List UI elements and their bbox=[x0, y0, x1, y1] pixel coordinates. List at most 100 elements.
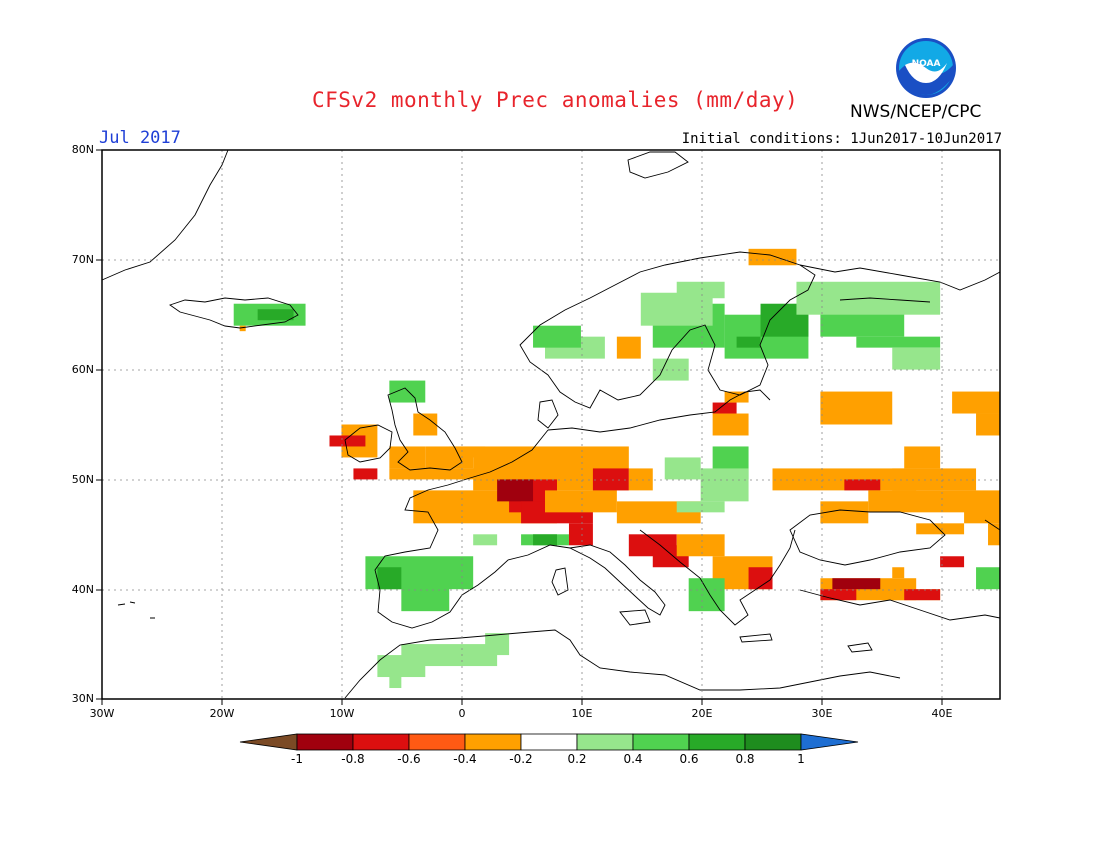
anomaly-cell bbox=[497, 479, 534, 502]
organization-label: NWS/NCEP/CPC bbox=[850, 102, 982, 122]
anomaly-cell bbox=[389, 468, 510, 480]
anomaly-cell bbox=[329, 435, 366, 447]
anomaly-cell bbox=[353, 468, 378, 480]
anomaly-cell bbox=[820, 589, 857, 601]
lat-label-40n: 40N bbox=[71, 583, 94, 596]
anomaly-cell bbox=[473, 534, 498, 546]
lon-label-10w: 10W bbox=[329, 707, 355, 720]
noaa-logo-text: NOAA bbox=[912, 59, 941, 69]
colorbar-bin bbox=[632, 733, 690, 751]
lon-label-0: 0 bbox=[458, 707, 466, 720]
lon-label-30w: 30W bbox=[89, 707, 115, 720]
anomaly-cell bbox=[748, 248, 797, 266]
colorbar-label: -1 bbox=[291, 752, 303, 766]
anomaly-cell bbox=[856, 336, 941, 348]
anomaly-cell bbox=[652, 358, 689, 381]
anomaly-cell bbox=[616, 336, 641, 359]
anomaly-cell bbox=[257, 309, 294, 321]
lat-label-80n: 80N bbox=[71, 143, 94, 156]
colorbar-label: -0.4 bbox=[453, 752, 477, 766]
anomaly-cell bbox=[832, 578, 881, 590]
anomaly-cell bbox=[568, 523, 593, 546]
anomaly-cell bbox=[904, 589, 941, 601]
colorbar bbox=[239, 733, 859, 751]
anomaly-cell bbox=[688, 578, 725, 612]
lon-label-40e: 40E bbox=[931, 707, 953, 720]
anomaly-cell bbox=[449, 446, 486, 458]
colorbar-label: -0.8 bbox=[341, 752, 365, 766]
lon-label-30e: 30E bbox=[811, 707, 833, 720]
colorbar-label: 0.2 bbox=[567, 752, 587, 766]
initial-conditions: Initial conditions: 1Jun2017-10Jun2017 bbox=[681, 131, 1002, 147]
lat-label-30n: 30N bbox=[71, 692, 94, 705]
anomaly-cell bbox=[820, 501, 869, 524]
colorbar-label: -0.2 bbox=[509, 752, 533, 766]
anomaly-cell bbox=[676, 534, 725, 557]
anomaly-cell bbox=[592, 468, 629, 491]
lon-label-10e: 10E bbox=[571, 707, 593, 720]
anomaly-cells bbox=[233, 248, 1000, 689]
anomaly-cell bbox=[748, 567, 773, 590]
anomaly-cell bbox=[712, 413, 749, 436]
colorbar-bin bbox=[520, 733, 578, 751]
anomaly-cell bbox=[700, 468, 749, 502]
anomaly-cell bbox=[892, 567, 905, 579]
colorbar-bin bbox=[744, 733, 802, 751]
anomaly-cell bbox=[545, 490, 617, 513]
lon-label-20e: 20E bbox=[691, 707, 713, 720]
anomaly-cell bbox=[389, 380, 426, 403]
colorbar-label: -0.6 bbox=[397, 752, 421, 766]
anomaly-cell bbox=[724, 391, 749, 403]
anomaly-cell bbox=[976, 413, 1000, 436]
noaa-logo-icon: NOAA bbox=[896, 38, 956, 98]
anomaly-cell bbox=[904, 446, 941, 469]
anomaly-cell bbox=[533, 325, 581, 348]
anomaly-cell bbox=[736, 336, 761, 348]
colorbar-over-arrow bbox=[800, 733, 859, 751]
colorbar-bin bbox=[688, 733, 746, 751]
graticule bbox=[102, 150, 1000, 699]
anomaly-cell bbox=[988, 523, 1000, 546]
lon-label-20w: 20W bbox=[209, 707, 235, 720]
anomaly-cell bbox=[916, 523, 965, 535]
anomaly-cell bbox=[628, 468, 653, 491]
anomaly-cell bbox=[239, 325, 246, 332]
colorbar-bin bbox=[296, 733, 354, 751]
anomaly-cell bbox=[820, 391, 893, 425]
colorbar-label: 0.4 bbox=[623, 752, 643, 766]
colorbar-label: 0.6 bbox=[679, 752, 699, 766]
colorbar-label: 0.8 bbox=[735, 752, 755, 766]
anomaly-cell bbox=[976, 567, 1000, 590]
anomaly-cell bbox=[389, 446, 426, 469]
anomaly-cell bbox=[401, 567, 450, 612]
anomaly-cell bbox=[892, 468, 977, 491]
anomaly-cell bbox=[712, 402, 737, 414]
lat-label-60n: 60N bbox=[71, 363, 94, 376]
anomaly-cell bbox=[676, 281, 725, 299]
lat-label-50n: 50N bbox=[71, 473, 94, 486]
colorbar-under-arrow bbox=[239, 733, 298, 751]
forecast-month: Jul 2017 bbox=[99, 128, 181, 148]
colorbar-bin bbox=[464, 733, 522, 751]
anomaly-cell bbox=[892, 347, 941, 370]
anomaly-cell bbox=[964, 501, 1000, 524]
anomaly-cell bbox=[940, 556, 965, 568]
anomaly-cell bbox=[676, 501, 725, 513]
anomaly-cell bbox=[413, 413, 438, 436]
anomaly-cell bbox=[664, 457, 701, 480]
anomaly-cell bbox=[485, 633, 510, 656]
map-title: CFSv2 monthly Prec anomalies (mm/day) bbox=[312, 88, 799, 112]
colorbar-label: 1 bbox=[797, 752, 805, 766]
anomaly-cell bbox=[844, 479, 881, 491]
anomaly-cell bbox=[952, 391, 1000, 414]
anomaly-cell bbox=[377, 567, 402, 590]
lat-label-70n: 70N bbox=[71, 253, 94, 266]
anomaly-cell bbox=[533, 534, 557, 546]
anomaly-cell bbox=[389, 666, 402, 689]
colorbar-bin bbox=[408, 733, 466, 751]
colorbar-bin bbox=[352, 733, 410, 751]
colorbar-bin bbox=[576, 733, 634, 751]
coastlines bbox=[101, 149, 1001, 699]
map-frame bbox=[101, 149, 1001, 700]
